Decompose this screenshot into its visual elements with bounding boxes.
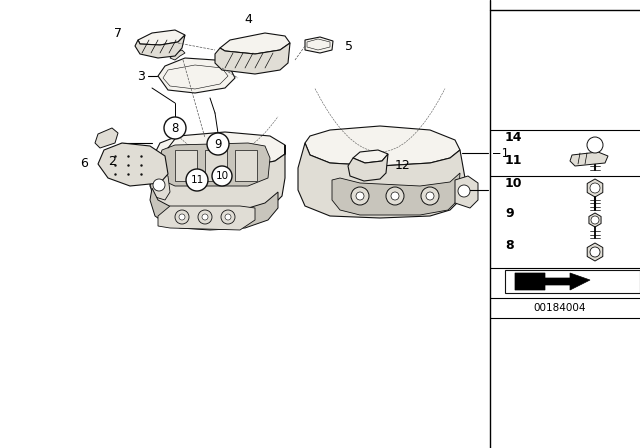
Text: −1: −1 [488,146,509,159]
Polygon shape [150,188,278,230]
Polygon shape [150,145,285,216]
Text: 14: 14 [505,130,522,143]
Polygon shape [95,128,118,148]
Polygon shape [158,206,255,230]
Circle shape [356,192,364,200]
Circle shape [591,216,599,224]
Polygon shape [298,143,465,218]
Polygon shape [348,154,388,181]
Text: 11: 11 [190,175,204,185]
Text: 6: 6 [80,156,88,169]
Polygon shape [235,150,257,181]
Text: 3: 3 [137,69,145,82]
Polygon shape [305,126,460,166]
Polygon shape [505,270,640,293]
Circle shape [198,210,212,224]
Polygon shape [215,43,290,74]
Circle shape [587,137,603,153]
Circle shape [221,210,235,224]
Text: 12: 12 [395,159,411,172]
Text: 11: 11 [505,154,522,167]
Circle shape [386,187,404,205]
Text: 5: 5 [345,39,353,52]
Text: 2: 2 [108,155,116,168]
Text: 8: 8 [172,121,179,134]
Polygon shape [589,213,601,227]
Polygon shape [155,132,285,168]
Polygon shape [570,152,608,166]
Circle shape [458,185,470,197]
Circle shape [421,187,439,205]
Circle shape [391,192,399,200]
Circle shape [351,187,369,205]
Polygon shape [150,173,170,200]
Circle shape [207,133,229,155]
Polygon shape [332,173,460,215]
Circle shape [426,192,434,200]
Polygon shape [158,58,235,93]
Text: 9: 9 [214,138,221,151]
Polygon shape [305,37,333,53]
Circle shape [590,247,600,257]
Polygon shape [588,179,603,197]
Polygon shape [135,35,185,58]
Text: 9: 9 [505,207,514,220]
Polygon shape [515,273,590,290]
Polygon shape [98,143,168,186]
Circle shape [164,117,186,139]
Circle shape [186,169,208,191]
Circle shape [175,210,189,224]
Text: 4: 4 [244,13,252,26]
Text: 8: 8 [505,238,514,251]
Text: 00184004: 00184004 [534,303,586,313]
Polygon shape [220,33,290,54]
Polygon shape [353,150,388,163]
Polygon shape [455,176,478,208]
Circle shape [225,214,231,220]
Polygon shape [205,150,227,181]
Polygon shape [170,50,185,60]
Text: 10: 10 [216,171,228,181]
Circle shape [212,166,232,186]
Polygon shape [588,243,603,261]
Text: 10: 10 [505,177,522,190]
Polygon shape [175,150,197,181]
Circle shape [153,179,165,191]
Circle shape [179,214,185,220]
Text: 7: 7 [114,26,122,39]
Circle shape [590,183,600,193]
Polygon shape [158,143,270,186]
Circle shape [202,214,208,220]
Polygon shape [138,30,185,45]
